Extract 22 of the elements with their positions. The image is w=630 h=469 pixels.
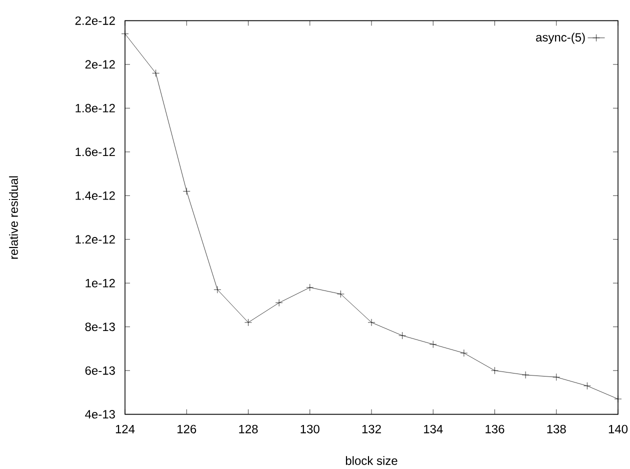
y-tick-label: 1.4e-12 xyxy=(76,191,115,200)
y-tick-label: 2.2e-12 xyxy=(75,16,115,25)
y-tick-label: 1.6e-12 xyxy=(76,148,115,156)
y-tick-label: 8e-13 xyxy=(85,322,115,332)
x-tick-label: 128 xyxy=(239,424,258,434)
y-tick-label: 1.2e-12 xyxy=(76,235,115,244)
y-tick-label: 1.8e-12 xyxy=(76,104,115,112)
y-tick-label: 6e-13 xyxy=(85,366,115,375)
x-axis-title: block size xyxy=(346,456,398,465)
y-axis-title: relative residual xyxy=(9,176,18,259)
y-tick-label: 2e-12 xyxy=(85,60,115,69)
y-tick-label: 1e-12 xyxy=(86,278,115,288)
x-tick-label: 134 xyxy=(424,424,443,434)
legend-label: async-(5) xyxy=(536,32,585,44)
x-tick-label: 124 xyxy=(116,424,135,434)
x-tick-label: 126 xyxy=(178,424,196,434)
x-tick-label: 132 xyxy=(362,424,381,434)
y-tick-label: 4e-13 xyxy=(85,410,115,419)
x-tick-label: 136 xyxy=(486,424,504,434)
x-tick-label: 138 xyxy=(547,424,566,434)
x-tick-label: 140 xyxy=(608,424,628,434)
x-tick-label: 130 xyxy=(300,424,320,434)
